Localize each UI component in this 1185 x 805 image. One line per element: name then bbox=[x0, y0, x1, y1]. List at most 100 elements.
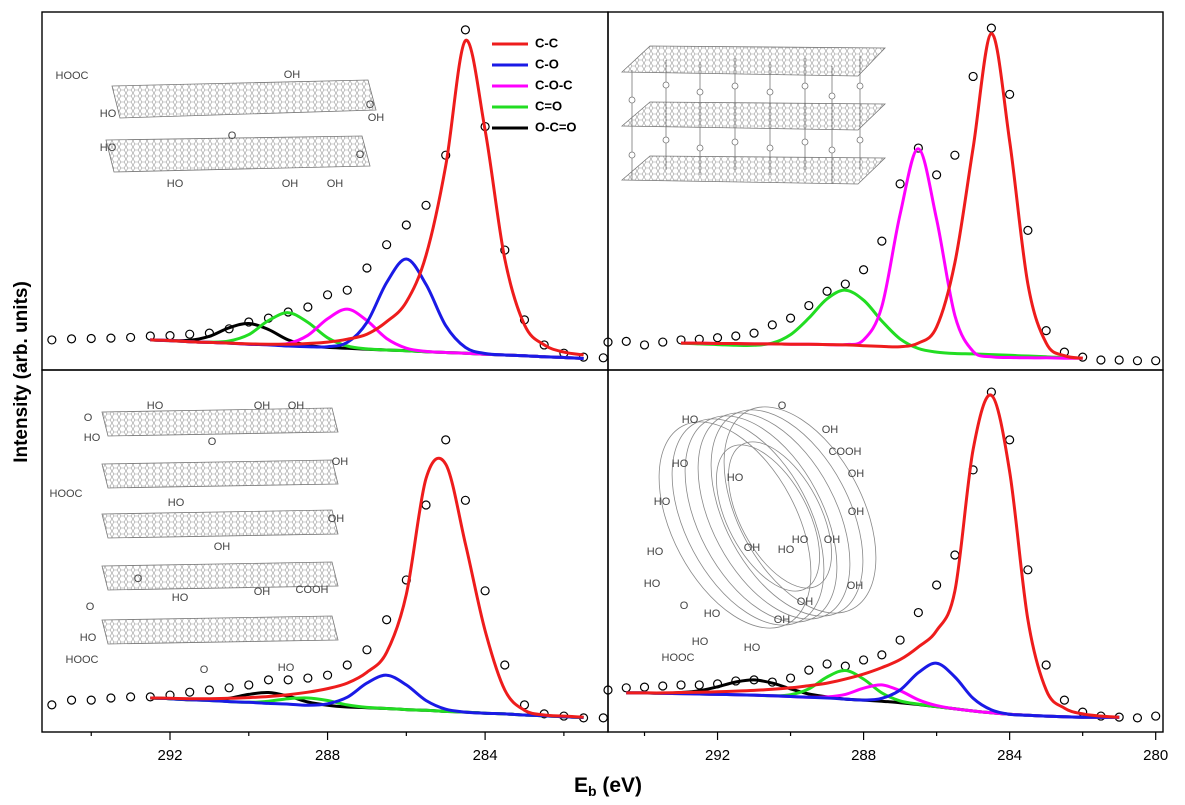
data-point bbox=[658, 337, 668, 347]
data-point bbox=[895, 635, 905, 645]
structure-label: COOH bbox=[829, 446, 862, 458]
sheet bbox=[101, 407, 339, 437]
data-point bbox=[1114, 355, 1124, 365]
data-point bbox=[421, 200, 431, 210]
data-point bbox=[421, 500, 431, 510]
sheet bbox=[620, 155, 886, 185]
data-point bbox=[694, 680, 704, 690]
inset-tube bbox=[658, 406, 877, 629]
structure-label: HO bbox=[727, 472, 744, 484]
data-point bbox=[204, 685, 214, 695]
structure-label: O bbox=[778, 400, 787, 412]
structure-label: HO bbox=[744, 642, 761, 654]
x-tick-label: 284 bbox=[997, 747, 1022, 764]
structure-label: HO bbox=[80, 632, 97, 644]
data-point bbox=[712, 333, 723, 343]
structure-label: O bbox=[134, 573, 143, 585]
data-point bbox=[362, 645, 372, 655]
data-point bbox=[342, 285, 352, 295]
data-point bbox=[303, 302, 313, 312]
structure-label: OH bbox=[327, 178, 344, 190]
structure-label: OH bbox=[774, 614, 791, 626]
data-point bbox=[785, 673, 796, 683]
data-point bbox=[106, 333, 116, 343]
data-point bbox=[244, 680, 254, 690]
structure-label: HO bbox=[278, 662, 295, 674]
structure-label: OH bbox=[214, 541, 231, 553]
x-tick-label: 288 bbox=[315, 747, 340, 764]
structure-label: HO bbox=[778, 544, 795, 556]
data-point bbox=[165, 331, 175, 341]
structure-label: COOH bbox=[296, 584, 329, 596]
x-tick-label: 288 bbox=[851, 747, 876, 764]
structure-label: OH bbox=[848, 468, 865, 480]
legend-label: C=O bbox=[535, 98, 562, 113]
data-point bbox=[639, 682, 650, 692]
structure-label: HO bbox=[792, 534, 809, 546]
structure-label: O bbox=[200, 664, 209, 676]
data-point bbox=[598, 713, 608, 723]
structure-label: O bbox=[86, 601, 95, 613]
x-axis-label-main: E bbox=[574, 774, 588, 797]
data-point bbox=[66, 695, 77, 705]
component-curve bbox=[150, 456, 584, 719]
structure-label: HO bbox=[167, 178, 184, 190]
structure-label: OH bbox=[797, 596, 814, 608]
data-point bbox=[986, 23, 996, 33]
data-point bbox=[858, 655, 869, 665]
sheet bbox=[101, 509, 339, 539]
structure-label: HO bbox=[168, 497, 185, 509]
data-point bbox=[342, 660, 352, 670]
legend-label: O-C=O bbox=[535, 119, 577, 134]
structure-label: OH bbox=[824, 534, 841, 546]
structure-label: O bbox=[84, 412, 93, 424]
spacers bbox=[628, 56, 864, 184]
legend-label: C-C bbox=[535, 35, 559, 50]
sheet bbox=[111, 79, 377, 119]
inset-go bbox=[105, 79, 377, 173]
legend-label: C-O-C bbox=[535, 77, 573, 92]
component-curve bbox=[680, 288, 1083, 360]
structure-label: HO bbox=[147, 400, 164, 412]
data-point bbox=[822, 659, 832, 669]
structure-label: OH bbox=[822, 424, 839, 436]
data-point bbox=[1096, 355, 1106, 365]
data-point bbox=[621, 683, 631, 693]
data-point bbox=[322, 290, 333, 300]
component-curve bbox=[150, 673, 584, 719]
structure-label: HO bbox=[100, 142, 117, 154]
data-point bbox=[1059, 695, 1070, 705]
x-tick-label: 292 bbox=[705, 747, 730, 764]
data-point bbox=[658, 681, 668, 691]
data-point bbox=[1151, 356, 1161, 366]
data-point bbox=[877, 650, 887, 660]
data-point bbox=[621, 336, 631, 346]
data-point bbox=[126, 332, 136, 343]
sheet bbox=[101, 561, 339, 591]
data-point bbox=[382, 615, 392, 625]
data-point bbox=[1132, 356, 1143, 366]
component-curve bbox=[626, 661, 1120, 719]
sheet bbox=[620, 101, 886, 131]
data-point bbox=[460, 25, 471, 35]
data-point bbox=[804, 665, 814, 675]
data-point bbox=[224, 683, 234, 693]
structure-label: O bbox=[680, 600, 689, 612]
structure-label: OH bbox=[744, 542, 761, 554]
data-point bbox=[1005, 435, 1015, 445]
structure-label: HO bbox=[100, 108, 117, 120]
structure-label: OH bbox=[848, 506, 865, 518]
data-point bbox=[47, 700, 57, 710]
structure-label: HOOC bbox=[56, 70, 89, 82]
sheet bbox=[101, 459, 339, 489]
data-point bbox=[1023, 225, 1033, 235]
x-tick-label: 284 bbox=[473, 747, 498, 764]
data-point bbox=[932, 580, 942, 590]
data-point bbox=[1132, 713, 1143, 723]
structure-label: HO bbox=[672, 458, 689, 470]
data-point bbox=[598, 353, 608, 363]
data-point bbox=[785, 313, 796, 323]
data-point bbox=[895, 179, 905, 189]
structure-label: O bbox=[356, 149, 365, 161]
